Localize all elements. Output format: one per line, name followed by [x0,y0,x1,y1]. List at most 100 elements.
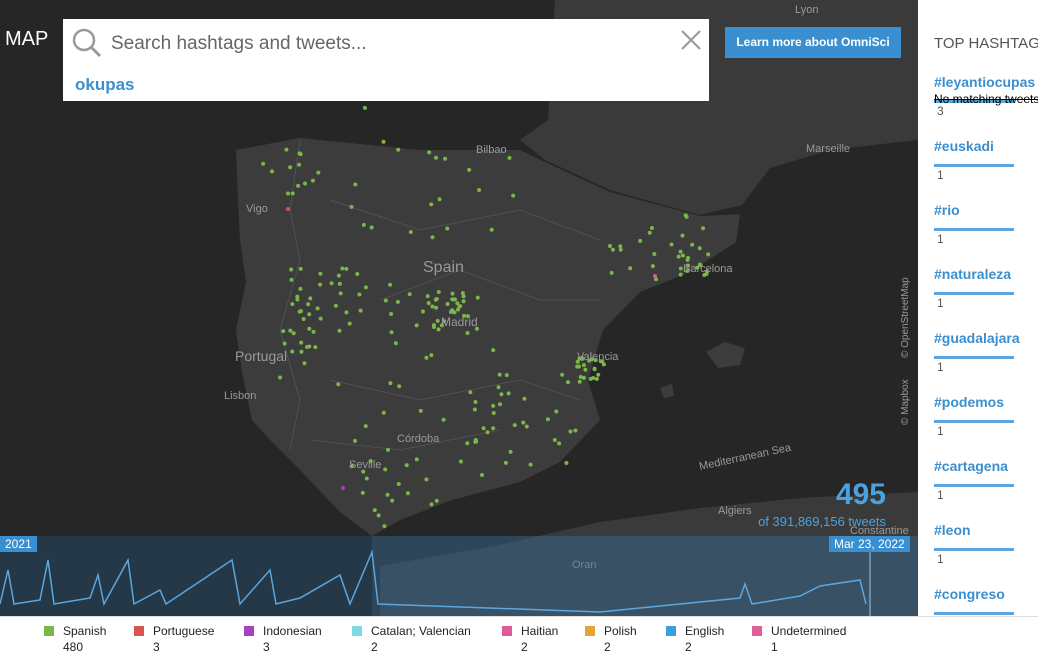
tweet-dot [508,449,513,454]
tweet-dot [298,286,303,291]
tweet-dot [353,182,358,187]
tweet-dot [524,424,529,429]
tweet-dot [344,310,349,315]
hashtag[interactable]: #podemos [934,394,1005,410]
tweet-dot [436,327,441,332]
tweet-dot [389,330,394,335]
tooltip: No matching tweets [934,92,1038,106]
tweet-dot [306,302,311,307]
sidebar: TOP HASHTAGS #leyantiocupas 3 #euskadi 1 #ri… [918,0,1038,616]
legend-name[interactable]: English [685,624,725,638]
tweet-dot [435,318,440,323]
tweet-dot [577,379,582,384]
tweet-dot [382,524,387,529]
hashtag[interactable]: #naturaleza [934,266,1012,282]
tweet-dot [341,486,345,490]
tweet-dot [680,253,685,258]
tweet-dot [698,263,703,268]
legend-swatch [352,626,362,636]
tweet-dot [461,299,466,304]
mallorca [706,342,745,368]
cta-button[interactable]: Learn more about OmniSci [725,27,901,58]
hashtag[interactable]: #leon [934,522,971,538]
tweet-dot [337,281,342,286]
tweet-dot [389,312,394,317]
tweet-dot [465,331,470,336]
clear-button[interactable] [680,29,702,51]
tweet-dot [337,328,342,333]
tweet-dot [528,462,533,467]
tweet-dot [592,367,597,372]
tweet-dot [291,331,296,336]
tweet-dot [347,321,352,326]
tweet-dot [576,364,581,369]
search-box[interactable]: Search hashtags and tweets... okupas [63,19,709,101]
tweet-dot [652,251,657,256]
tweet-dot [282,341,287,346]
hashtag[interactable]: #congreso [934,586,1005,602]
tweet-dot [669,242,674,247]
tweet-dot [431,325,436,330]
hashtag-count: 1 [937,488,944,502]
map-label: Algiers [718,505,752,517]
legend-count: 480 [63,640,84,654]
legend-name[interactable]: Catalan; Valencian [371,624,471,638]
tweet-dot [491,411,496,416]
iberia [236,138,740,536]
legend-count: 3 [263,640,270,654]
tweet-dot [684,214,689,219]
tweet-dot [455,301,460,306]
tweet-dot [468,390,473,395]
tweet-dot [383,298,388,303]
legend-name[interactable]: Portuguese [153,624,215,638]
tweet-dot [270,169,275,174]
map-label: Barcelona [683,263,733,275]
map-label: Valencia [577,351,619,363]
legend-name[interactable]: Undetermined [771,624,847,638]
hashtag-bar [934,356,1014,359]
tweet-dot [368,459,373,464]
tweet-dot [318,282,323,287]
tweet-dot [315,306,320,311]
tweet-dot [430,304,435,309]
hashtag[interactable]: #guadalajara [934,330,1020,346]
tweet-dot [481,426,486,431]
tweet-dot [344,266,349,271]
tweet-dot [297,162,302,167]
map-label: Bilbao [476,144,507,156]
tweet-dot [396,482,401,487]
tweet-dot [511,193,516,198]
map-label: Constantine [850,525,909,537]
tweet-dot [504,373,509,378]
tweet-dot [305,345,310,349]
tweet-dot [596,372,601,377]
legend-swatch [666,626,676,636]
hashtag[interactable]: #rio [934,202,960,218]
hashtag[interactable]: #cartagena [934,458,1008,474]
legend-name[interactable]: Spanish [63,624,107,638]
tweet-dot [610,247,615,252]
tweet-dot [383,467,388,472]
tweet-dot [361,469,366,474]
tweet-dot [362,105,367,110]
hashtag[interactable]: #leyantiocupas [934,74,1036,90]
tweet-dot [522,396,527,401]
tweet-dot [489,227,494,232]
legend-count: 2 [371,640,378,654]
tweet-dot [583,367,588,372]
search-suggestion[interactable]: okupas [75,75,135,94]
hashtag[interactable]: #euskadi [934,138,994,154]
tweet-dot [456,307,461,312]
legend-name[interactable]: Polish [604,624,637,638]
tweet-dot [485,430,490,435]
tweet-dot [425,294,430,299]
attribution: © Mapbox [900,379,911,425]
tweet-dot [289,267,294,272]
search-placeholder[interactable]: Search hashtags and tweets... [111,33,367,54]
legend-name[interactable]: Indonesian [263,624,322,638]
tweet-dot [361,222,366,227]
attribution: © OpenStreetMap [900,277,911,358]
tweet-dot [278,375,283,380]
legend-name[interactable]: Haitian [521,624,559,638]
tweet-dot [388,381,393,386]
